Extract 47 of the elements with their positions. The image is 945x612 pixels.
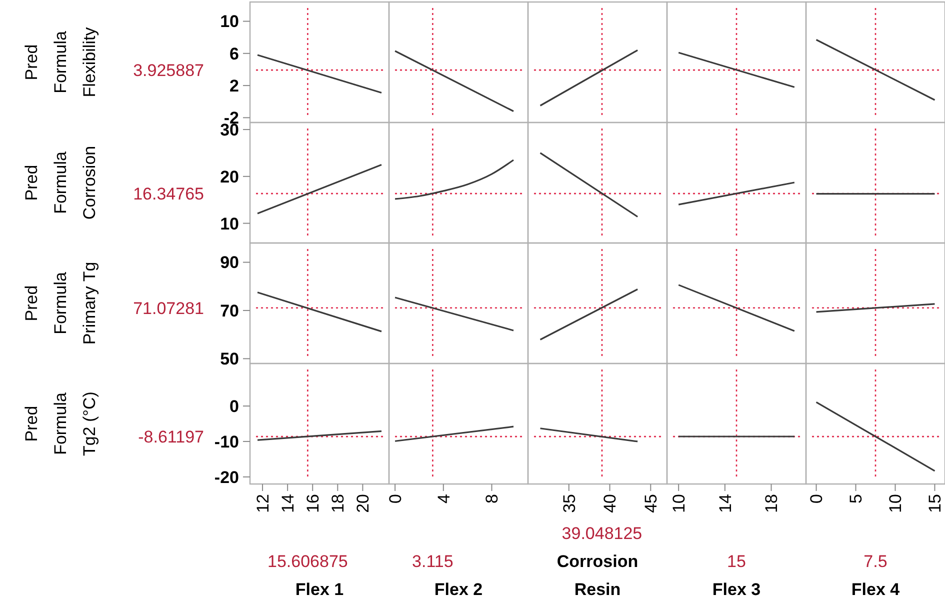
x-tick-label: 14 bbox=[278, 494, 298, 513]
x-axis-title: Flex 2 bbox=[434, 580, 483, 599]
y-tick-label: 90 bbox=[220, 253, 239, 272]
x-axis-title: Flex 1 bbox=[295, 580, 344, 599]
y-tick-label: 0 bbox=[230, 396, 239, 416]
x-tick-label: 45 bbox=[642, 494, 661, 513]
x-tick-label: 14 bbox=[716, 494, 735, 513]
x-tick-label: 16 bbox=[304, 494, 323, 513]
x-tick-label: 12 bbox=[253, 494, 272, 513]
x-tick-label: 8 bbox=[482, 494, 502, 504]
y-tick-label: 2 bbox=[230, 76, 239, 96]
text: 15.606875 bbox=[268, 552, 348, 571]
text: 15 bbox=[727, 552, 746, 571]
y-tick-label: 20 bbox=[220, 167, 239, 186]
x-tick-label: 4 bbox=[434, 494, 454, 504]
y-tick-label: -20 bbox=[214, 468, 239, 487]
x-tick-label: 35 bbox=[560, 494, 579, 513]
y-axis-title: Pred Formula Primary Tg bbox=[22, 262, 99, 345]
x-tick-label: 18 bbox=[328, 494, 348, 513]
y-axis-title: Pred Formula Corrosion bbox=[22, 146, 99, 220]
y-tick-label: 50 bbox=[220, 350, 239, 369]
x-axis-title: Flex 3 bbox=[712, 580, 761, 599]
x-tick-label: 10 bbox=[886, 494, 906, 513]
x-tick-label: 40 bbox=[600, 494, 620, 513]
x-tick-label: 15 bbox=[926, 494, 945, 513]
x-tick-label: 0 bbox=[386, 494, 405, 504]
y-tick-label: -10 bbox=[214, 432, 239, 452]
x-axis-title: Flex 4 bbox=[851, 580, 900, 599]
text: 7.5 bbox=[864, 552, 888, 571]
x-tick-label: 5 bbox=[846, 494, 866, 504]
y-tick-label: 6 bbox=[230, 44, 239, 64]
text: 16.34765 bbox=[133, 184, 204, 204]
y-tick-label: 10 bbox=[220, 12, 239, 32]
y-tick-label: 70 bbox=[220, 301, 239, 320]
x-tick-label: 10 bbox=[670, 494, 689, 513]
x-tick-label: 18 bbox=[762, 494, 782, 513]
y-axis-title: Pred Formula Flexibility bbox=[22, 26, 99, 98]
y-tick-label: 10 bbox=[220, 214, 239, 234]
text: 71.07281 bbox=[133, 298, 204, 318]
x-tick-label: 20 bbox=[354, 494, 373, 513]
y-axis-title: Pred Formula Tg2 (°C) bbox=[22, 392, 99, 456]
text: 3.115 bbox=[412, 552, 454, 571]
text: 39.048125 bbox=[562, 524, 642, 543]
x-tick-label: 0 bbox=[807, 494, 826, 504]
text: 3.925887 bbox=[133, 61, 204, 80]
x-axis-title: Corrosion Resin bbox=[556, 552, 638, 599]
text: -8.61197 bbox=[138, 428, 204, 446]
